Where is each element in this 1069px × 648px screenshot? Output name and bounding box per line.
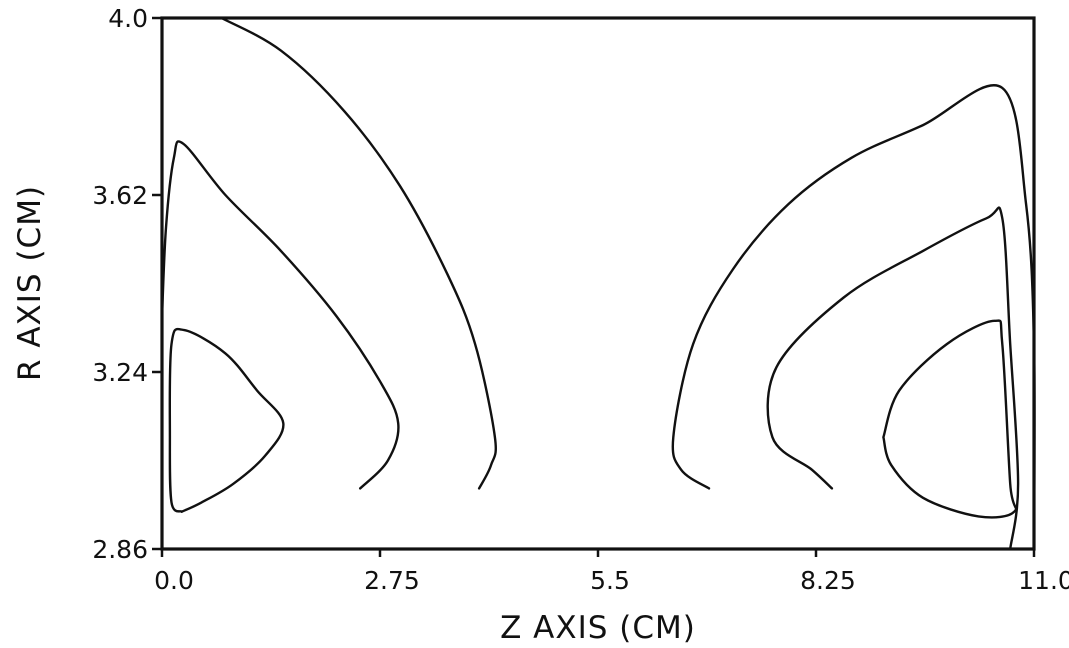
contour-line-1: [168, 327, 285, 513]
contour-line-5: [766, 206, 1020, 551]
x-tick-label: 0.0: [154, 566, 194, 595]
x-tick-label: 11.0: [1018, 566, 1069, 595]
y-tick-label: 3.24: [92, 358, 148, 387]
y-axis-ticks: 2.86 3.24 3.62 4.0: [92, 4, 162, 564]
y-tick-label: 3.62: [92, 181, 148, 210]
x-tick-label: 5.5: [590, 566, 630, 595]
contour-line-4: [671, 84, 1036, 551]
contour-line-2: [160, 140, 400, 490]
x-axis-title: Z AXIS (CM): [500, 610, 696, 646]
plot-frame: [160, 16, 1036, 551]
x-tick-label: 2.75: [364, 566, 420, 595]
x-axis-ticks: 0.0 2.75 5.5 8.25 11.0: [154, 549, 1069, 595]
y-tick-label: 4.0: [108, 4, 148, 33]
contour-lines: [160, 16, 1036, 551]
y-tick-label: 2.86: [92, 535, 148, 564]
contour-line-3: [220, 16, 497, 490]
contour-line-6: [882, 319, 1018, 519]
y-axis-title: R AXIS (CM): [12, 185, 48, 381]
x-tick-label: 8.25: [800, 566, 856, 595]
